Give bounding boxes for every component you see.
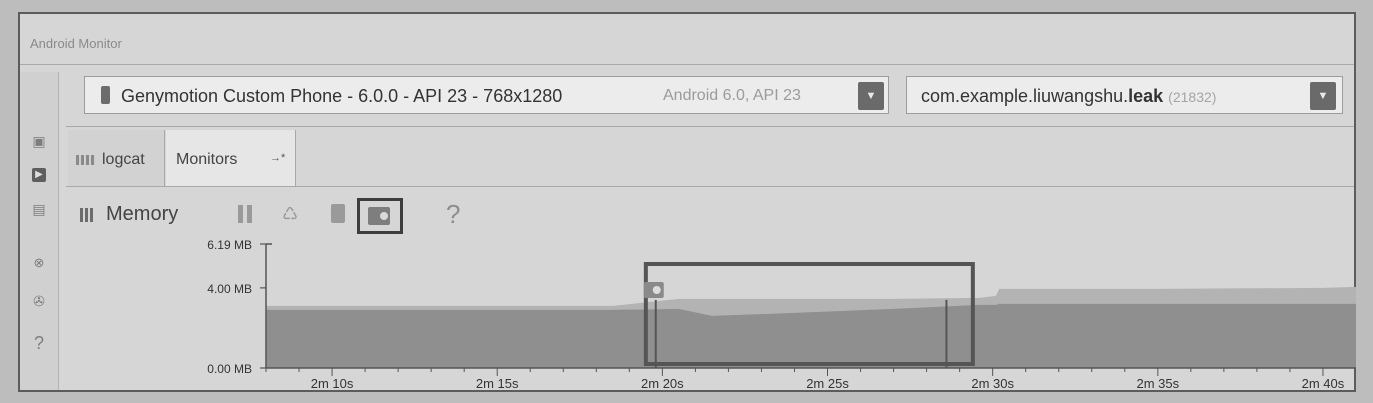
x-tick-label: 2m 20s [641,376,684,391]
x-tick-label: 2m 30s [971,376,1014,391]
memory-chart: 6.19 MB 4.00 MB 0.00 MB 2m 10s 2m 15s 2m 20s… [207,238,1356,391]
pin-icon[interactable]: →* [270,152,286,164]
process-dropdown[interactable]: com.example.liuwangshu.leak (21832) ▼ [906,76,1343,114]
allocation-marker-icon [643,282,664,298]
tab-monitors-label: Monitors [176,151,238,168]
heap-dump-icon[interactable] [328,202,350,226]
x-tick-label: 2m 35s [1136,376,1179,391]
pause-icon[interactable] [234,202,256,226]
allocation-tracking-icon [368,207,390,225]
tab-logcat[interactable]: logcat [68,130,165,186]
device-name: Genymotion Custom Phone - 6.0.0 - API 23… [121,86,563,106]
system-info-icon[interactable]: ▤ [32,201,46,217]
phone-icon [101,86,110,104]
selector-divider [66,126,1354,127]
tabs-divider [66,186,1354,187]
x-tick-label: 2m 25s [806,376,849,391]
tab-bar: logcat Monitors →* [66,130,1354,186]
chevron-down-icon[interactable]: ▼ [1310,82,1336,110]
logcat-icon [76,155,96,165]
allocation-highlight-box [643,262,975,366]
help-icon[interactable]: ? [446,199,461,229]
memory-toolbar: Memory ♺ ? [66,198,1354,234]
title-divider [20,64,1354,65]
x-tick-label: 2m 15s [476,376,519,391]
allocation-tracking-button[interactable] [357,198,403,234]
help-icon[interactable]: ? [33,333,44,353]
chevron-down-icon[interactable]: ▼ [858,82,884,110]
process-name: com.example.liuwangshu.leak (21832) [921,86,1217,106]
left-toolbar: ▣ ▶ ▤ ⊗ ✇ ? [20,72,59,390]
settings-icon[interactable]: ✇ [33,293,45,309]
terminate-icon[interactable]: ⊗ [33,255,45,270]
y-tick-label: 6.19 MB [207,238,252,252]
tab-monitors[interactable]: Monitors →* [166,130,296,186]
panel-title: Android Monitor [30,36,122,51]
screenshot-icon[interactable]: ▣ [32,133,46,149]
y-tick-label: 0.00 MB [207,362,252,376]
memory-label: Memory [106,203,179,225]
used-memory-area [266,303,1356,368]
device-dropdown[interactable]: Genymotion Custom Phone - 6.0.0 - API 23… [84,76,889,114]
device-api-label: Android 6.0, API 23 [663,87,801,104]
memory-icon [80,208,97,222]
monitor-content: Genymotion Custom Phone - 6.0.0 - API 23… [66,68,1356,391]
gc-icon[interactable]: ♺ [282,204,299,224]
android-monitor-panel: Android Monitor ▣ ▶ ▤ ⊗ ✇ ? Genymotion C… [18,12,1356,392]
x-tick-label: 2m 40s [1302,376,1345,391]
y-tick-label: 4.00 MB [207,282,252,296]
tab-logcat-label: logcat [102,151,145,168]
screen-record-icon[interactable]: ▶ [32,168,46,182]
x-tick-label: 2m 10s [311,376,354,391]
